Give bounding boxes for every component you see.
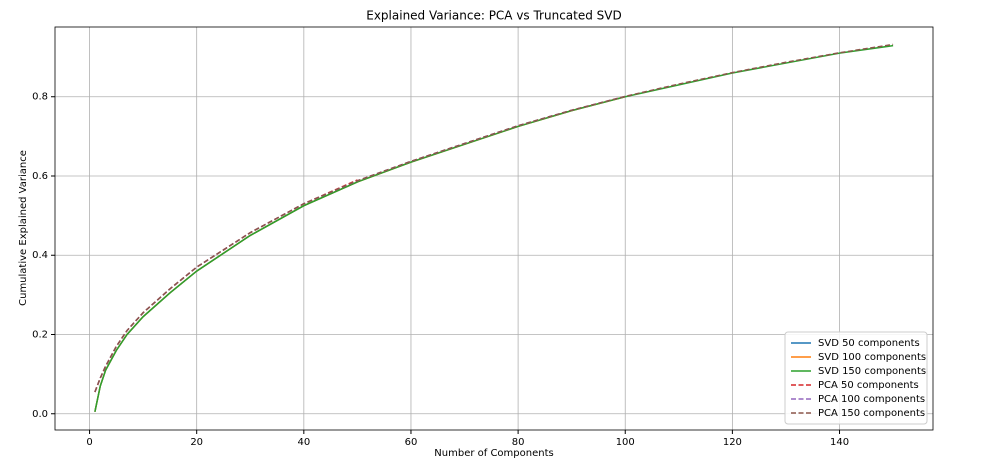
- x-tick-label: 60: [405, 437, 418, 448]
- x-tick-label: 20: [190, 437, 203, 448]
- plot-frame: [54, 26, 934, 431]
- legend-label: PCA 100 components: [818, 394, 925, 405]
- x-tick-label: 40: [297, 437, 310, 448]
- legend-label: PCA 50 components: [818, 380, 919, 391]
- x-tick-label: 100: [616, 437, 635, 448]
- legend-box: [784, 331, 928, 425]
- x-tick-label: 0: [86, 437, 92, 448]
- y-axis-label: Cumulative Explained Variance: [18, 150, 29, 306]
- x-axis-label: Number of Components: [434, 448, 553, 459]
- x-tick-label: 140: [830, 437, 849, 448]
- x-tick-label: 120: [723, 437, 742, 448]
- y-tick-label: 0.6: [32, 171, 48, 182]
- legend-label: SVD 150 components: [818, 366, 926, 377]
- y-tick-label: 0.0: [32, 409, 48, 420]
- series-line: [94, 43, 894, 393]
- y-tick-label: 0.8: [32, 92, 48, 103]
- series-line: [94, 44, 894, 412]
- legend-label: SVD 100 components: [818, 352, 926, 363]
- legend-label: PCA 150 components: [818, 408, 925, 419]
- x-tick-label: 80: [512, 437, 525, 448]
- y-tick-label: 0.4: [32, 250, 48, 261]
- chart-title: Explained Variance: PCA vs Truncated SVD: [366, 9, 622, 23]
- y-tick-label: 0.2: [32, 330, 48, 341]
- legend-label: SVD 50 components: [818, 338, 920, 349]
